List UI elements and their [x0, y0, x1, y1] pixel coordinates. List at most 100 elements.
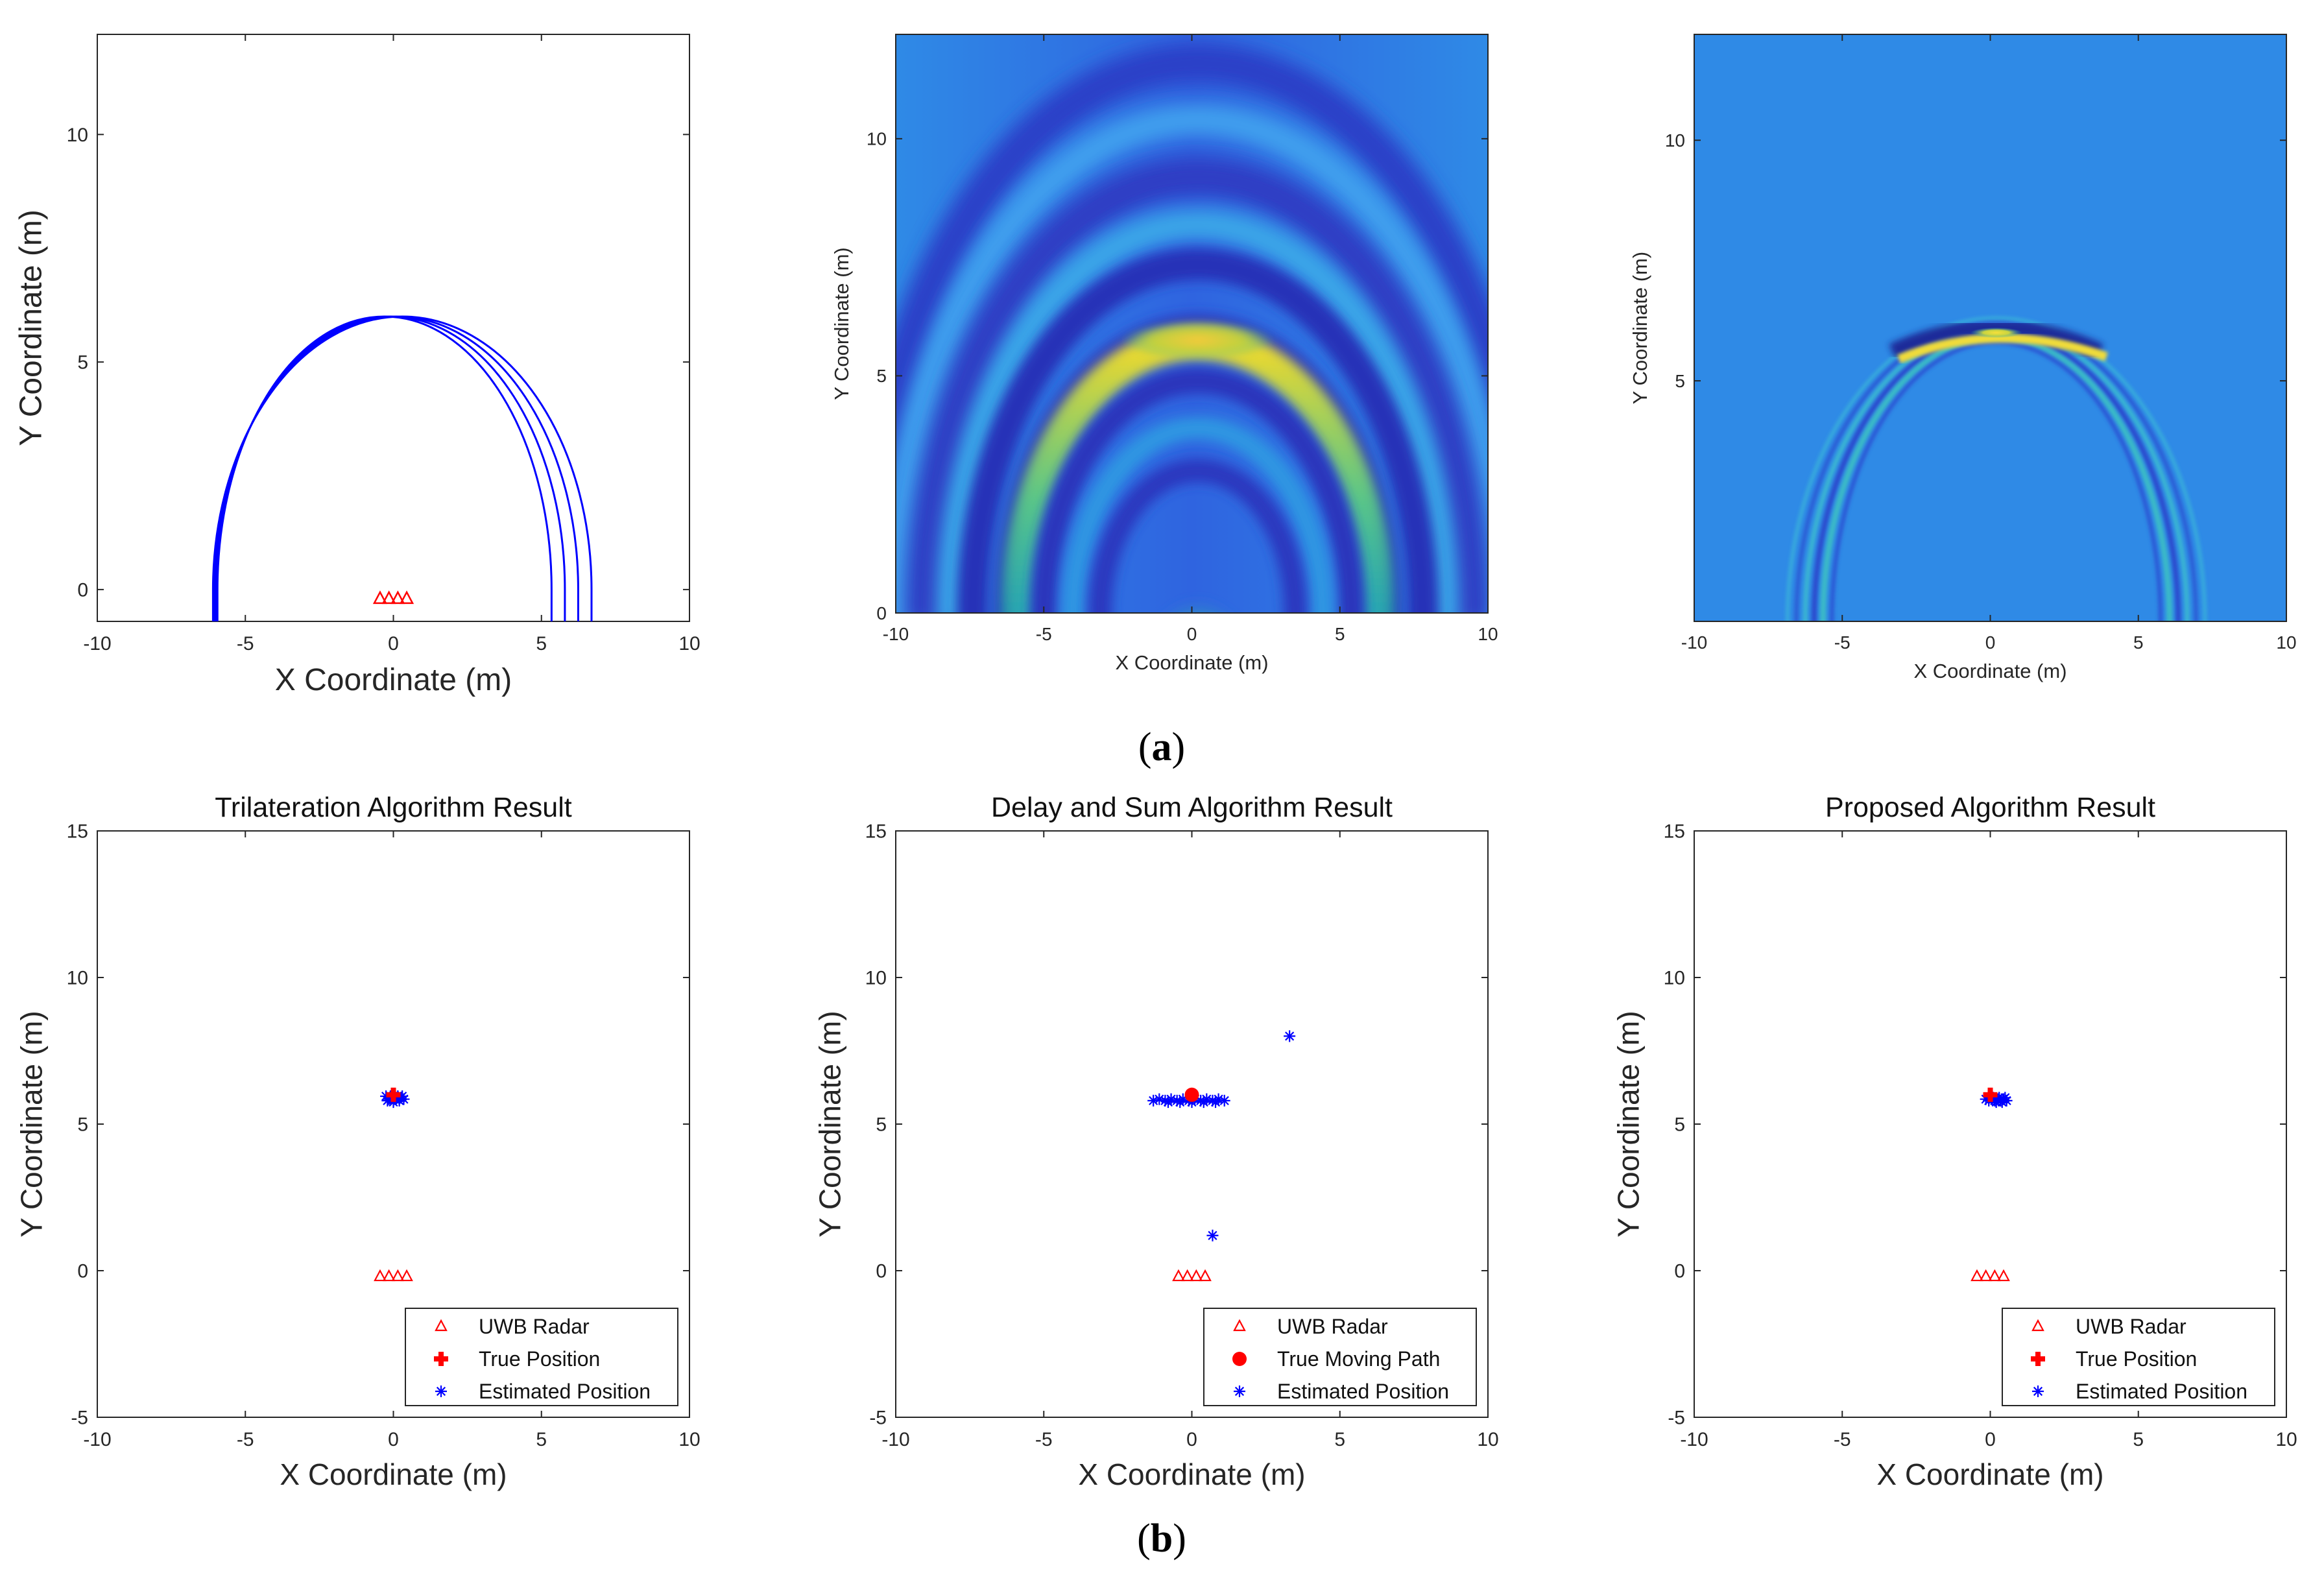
- x-tick-label: -10: [83, 1429, 111, 1450]
- radar-marker: [372, 590, 388, 605]
- x-axis-label: X Coordinate (m): [1876, 1457, 2103, 1491]
- legend-radar-marker: [435, 1319, 448, 1332]
- legend-estimated-marker: [2032, 1385, 2044, 1397]
- x-tick-label: -10: [881, 1429, 909, 1450]
- legend-entry-label: UWB Radar: [1277, 1315, 1388, 1338]
- x-tick-label: -5: [1035, 1429, 1053, 1450]
- contour-line: [211, 315, 593, 621]
- y-tick-label: -5: [71, 1408, 88, 1429]
- radar-marker: [1180, 1269, 1194, 1282]
- radar-marker: [374, 1269, 387, 1282]
- radar-marker: [1988, 1269, 2002, 1282]
- x-tick-label: 5: [2133, 1429, 2144, 1450]
- y-tick-label: 15: [67, 821, 88, 843]
- legend-entry-label: UWB Radar: [479, 1315, 590, 1338]
- legend-entry-label: Estimated Position: [479, 1380, 651, 1403]
- legend-true-marker: [2031, 1352, 2045, 1366]
- legend-radar-marker: [1233, 1319, 1246, 1332]
- y-axis-label: Y Coordinate (m): [830, 247, 853, 400]
- x-tick-label: -10: [883, 624, 909, 644]
- legend: UWB Radar True Moving Path Estimated Posit…: [1203, 1308, 1477, 1406]
- radar-marker: [390, 590, 405, 605]
- heatmap-radar-glow: [1136, 516, 1260, 613]
- estimated-position-marker: [1210, 1096, 1222, 1109]
- x-tick-label: -5: [1834, 632, 1851, 653]
- estimated-position-marker: [1996, 1096, 2008, 1109]
- y-tick-label: 10: [867, 129, 887, 149]
- y-axis-label: Y Coordinate (m): [14, 210, 49, 446]
- chart-title: Trilateration Algorithm Result: [215, 792, 572, 823]
- y-tick-label: 0: [1674, 1261, 1685, 1282]
- heatmap-band: [1031, 367, 1365, 613]
- heatmap-band: [1088, 459, 1308, 613]
- x-tick-label: -10: [83, 633, 111, 654]
- legend-entry-label: Estimated Position: [1277, 1380, 1449, 1403]
- x-tick-label: 5: [2133, 632, 2144, 653]
- radar-marker: [399, 590, 414, 605]
- x-tick-label: 5: [536, 1429, 547, 1450]
- legend-entry-label: True Moving Path: [1277, 1347, 1440, 1371]
- x-tick-label: -5: [1834, 1429, 1851, 1450]
- legend: UWB Radar True Position Estimated Position: [405, 1308, 678, 1406]
- x-tick-label: -10: [1681, 632, 1707, 653]
- y-tick-label: 5: [77, 1114, 88, 1136]
- x-axis-label: X Coordinate (m): [1115, 651, 1268, 674]
- y-tick-label: 5: [1675, 371, 1685, 391]
- heatmap-band: [896, 104, 1488, 613]
- x-tick-label: -5: [237, 633, 254, 654]
- x-tick-label: 5: [1335, 624, 1345, 644]
- radar-marker: [1199, 1269, 1212, 1282]
- legend-true-marker: [434, 1352, 448, 1366]
- x-axis-label: X Coordinate (m): [1913, 660, 2066, 682]
- chart-a3: -10 -5 0 5 10 5 10 X Coordinate (m) Y Coordinate…: [1629, 34, 2297, 682]
- legend: UWB Radar True Position Estimated Position: [2002, 1308, 2275, 1406]
- x-tick-label: 0: [388, 1429, 399, 1450]
- heatmap-peak: [1120, 320, 1276, 360]
- x-tick-label: 5: [536, 633, 547, 654]
- x-tick-label: 0: [388, 633, 399, 654]
- x-tick-label: 10: [678, 1429, 700, 1450]
- x-tick-label: 0: [1985, 1429, 1996, 1450]
- contour-line: [213, 316, 579, 621]
- x-axis-label: X Coordinate (m): [1078, 1457, 1305, 1491]
- heatmap-band: [1062, 416, 1334, 613]
- estimated-position-marker: [1218, 1094, 1230, 1107]
- chart-title: Proposed Algorithm Result: [1825, 792, 2155, 823]
- y-tick-label: 0: [876, 1261, 887, 1282]
- heatmap-band: [937, 210, 1458, 613]
- radar-marker: [382, 1269, 396, 1282]
- radar-marker: [400, 1269, 413, 1282]
- heatmap-band: [957, 248, 1439, 613]
- y-axis-label: Y Coordinate (m): [1612, 1011, 1646, 1237]
- y-tick-label: 10: [67, 968, 88, 989]
- true-position-marker: [386, 1087, 401, 1102]
- x-tick-label: -5: [1036, 624, 1052, 644]
- x-tick-label: 0: [1985, 632, 1996, 653]
- radar-marker: [1997, 1269, 2010, 1282]
- estimated-position-marker: [1284, 1030, 1296, 1042]
- y-tick-label: 5: [876, 1114, 887, 1136]
- x-axis-label: X Coordinate (m): [280, 1457, 507, 1491]
- x-tick-label: 0: [1187, 624, 1197, 644]
- estimated-position-marker: [1174, 1096, 1186, 1109]
- x-tick-label: 10: [2276, 632, 2296, 653]
- y-tick-label: 5: [77, 352, 88, 374]
- radar-marker: [1979, 1269, 1993, 1282]
- legend-estimated-marker: [1234, 1385, 1245, 1397]
- y-tick-label: -5: [869, 1408, 887, 1429]
- radar-marker: [1172, 1269, 1185, 1282]
- y-tick-label: -5: [1668, 1408, 1685, 1429]
- true-position-marker: [1983, 1087, 1998, 1102]
- x-tick-label: 10: [1477, 1429, 1498, 1450]
- x-axis-label: X Coordinate (m): [275, 663, 512, 697]
- x-tick-label: 10: [678, 633, 700, 654]
- x-tick-label: 5: [1334, 1429, 1345, 1450]
- y-tick-label: 0: [77, 579, 88, 601]
- y-tick-label: 10: [1665, 130, 1685, 150]
- chart-title: Delay and Sum Algorithm Result: [991, 792, 1393, 823]
- heatmap-peak: [1970, 327, 2022, 338]
- y-axis-label: Y Coordinate (m): [1629, 252, 1651, 404]
- x-tick-label: 10: [1478, 624, 1498, 644]
- panel-label-b: (b): [1137, 1517, 1186, 1561]
